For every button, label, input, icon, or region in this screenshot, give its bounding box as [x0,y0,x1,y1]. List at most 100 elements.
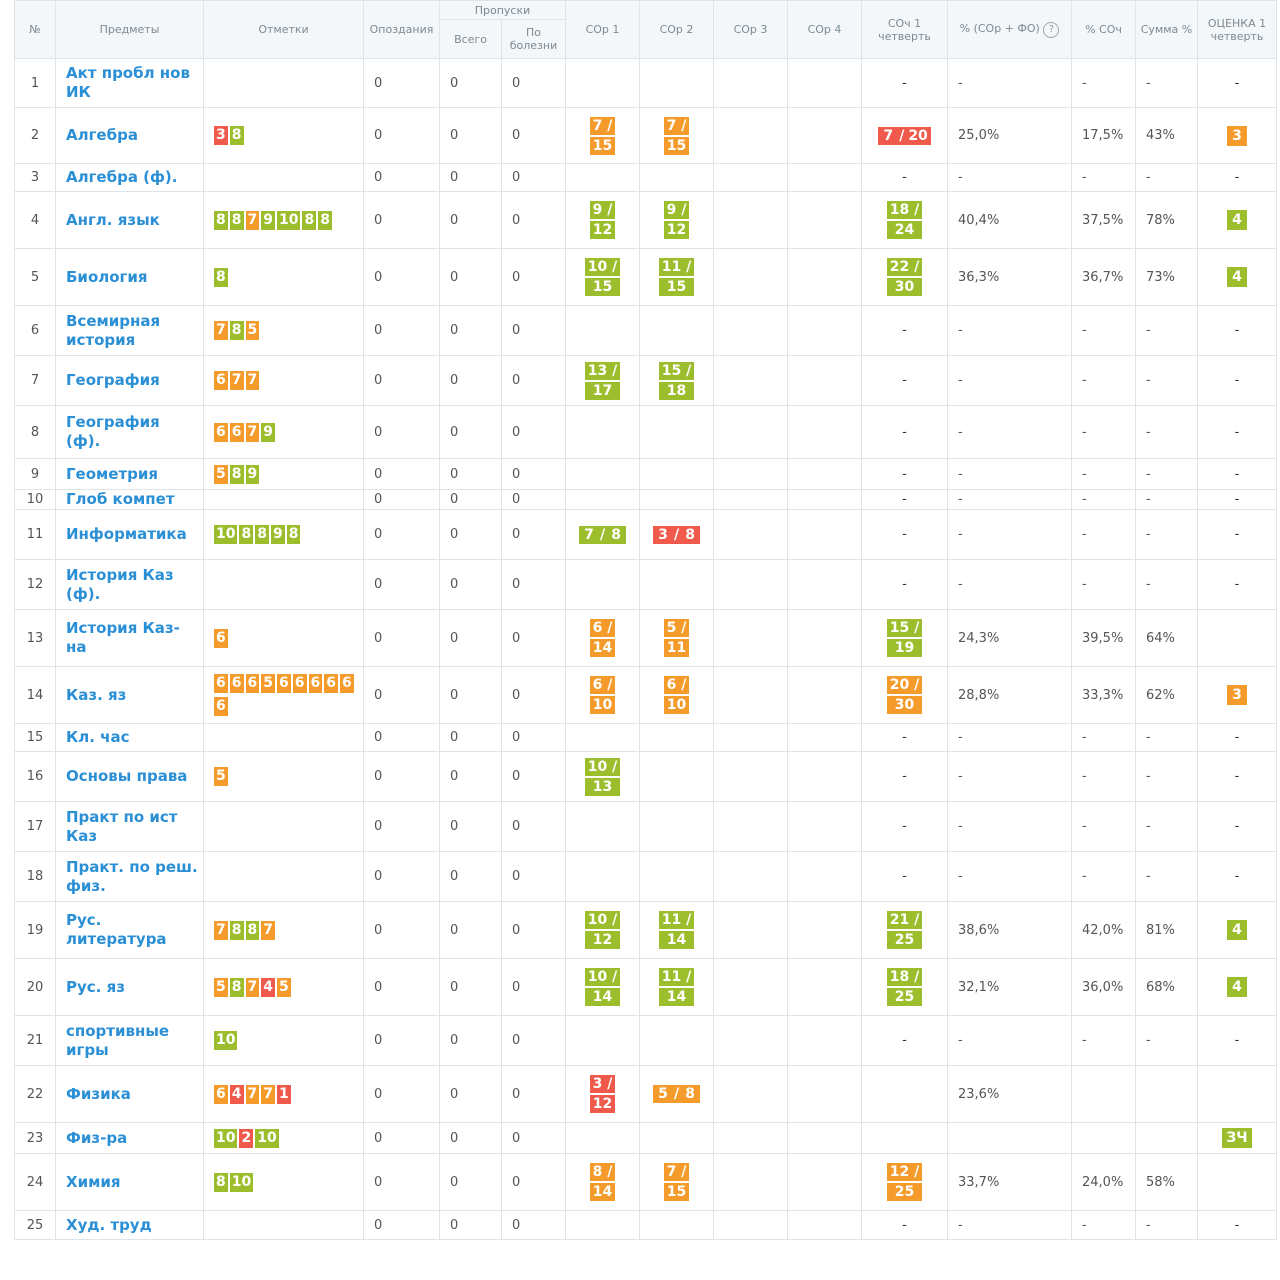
soch-cell-badge[interactable]: 18 / 24 [886,199,923,241]
mark-badge[interactable]: 5 [245,321,260,340]
mark-badge[interactable]: 7 [261,920,275,940]
subject-link[interactable]: Физ-ра [66,1128,128,1147]
mark-badge[interactable]: 6 [214,628,228,648]
mark-badge[interactable]: 7 [214,920,228,940]
sor1-cell-badge[interactable]: 13 /17 [584,360,621,402]
subject-link[interactable]: Всемирная история [66,311,161,349]
mark-badge[interactable]: 7 [229,371,244,390]
subject-link[interactable]: Практ. по реш. физ. [66,857,198,895]
mark-badge[interactable]: 10 [277,210,301,230]
sor1-cell-badge[interactable]: 7/8 [578,524,627,546]
sor1-cell-badge[interactable]: 8 /14 [589,1161,616,1203]
mark-badge[interactable]: 5 [277,977,291,997]
mark-badge[interactable]: 4 [261,977,275,997]
mark-badge[interactable]: 3 [214,126,228,145]
soch-cell-badge[interactable]: 12 / 25 [886,1161,923,1203]
sor2-cell-badge[interactable]: 7 /15 [663,1161,690,1203]
mark-badge[interactable]: 8 [239,525,254,544]
mark-badge[interactable]: 6 [214,1084,228,1104]
mark-badge[interactable]: 9 [261,422,275,442]
question-circle-icon[interactable]: ? [1043,21,1060,38]
mark-badge[interactable]: 5 [214,464,228,484]
subject-link[interactable]: Биология [66,267,148,286]
subject-link[interactable]: История Каз (ф). [66,565,174,603]
sor1-cell-badge[interactable]: 10 / 15 [584,256,621,298]
sor2-cell-badge[interactable]: 11 / 15 [658,256,695,298]
mark-badge[interactable]: 8 [214,210,228,230]
sor2-cell-badge[interactable]: 11 / 14 [658,966,695,1008]
subject-link[interactable]: География [66,371,160,389]
subject-link[interactable]: Алгебра (ф). [66,168,178,186]
soch-cell-badge[interactable]: 7/20 [878,125,931,147]
mark-badge[interactable]: 7 [245,977,260,997]
mark-badge[interactable]: 10 [214,1128,238,1148]
mark-badge[interactable]: 6 [214,697,228,716]
grade-badge[interactable]: 4 [1227,977,1247,997]
mark-badge[interactable]: 9 [261,210,275,230]
mark-badge[interactable]: 8 [229,977,244,997]
subject-link[interactable]: Англ. язык [66,210,160,229]
mark-badge[interactable]: 4 [229,1084,244,1104]
sor1-cell-badge[interactable]: 10 /13 [584,756,621,798]
mark-badge[interactable]: 10 [255,1128,279,1148]
mark-badge[interactable]: 10 [214,1031,238,1050]
mark-badge[interactable]: 6 [214,371,228,390]
soch-cell-badge[interactable]: 21 / 25 [886,909,923,951]
mark-badge[interactable]: 5 [214,977,228,997]
mark-badge[interactable]: 6 [340,674,354,693]
soch-cell-badge[interactable]: 22 / 30 [886,256,923,298]
mark-badge[interactable]: 8 [318,210,332,230]
soch-cell-badge[interactable]: 15 / 19 [886,617,923,659]
subject-link[interactable]: География (ф). [66,413,160,450]
mark-badge[interactable]: 7 [245,422,260,442]
mark-badge[interactable]: 7 [214,321,228,340]
sor2-cell-badge[interactable]: 3/8 [652,524,701,546]
mark-badge[interactable]: 7 [245,371,260,390]
subject-link[interactable]: История Каз-на [66,619,180,656]
sor2-cell-badge[interactable]: 9 /12 [663,199,690,241]
subject-link[interactable]: Рус. яз [66,977,125,996]
mark-badge[interactable]: 7 [245,1084,260,1104]
sor1-cell-badge[interactable]: 10 / 12 [584,909,621,951]
mark-badge[interactable]: 8 [229,126,244,145]
sor2-cell-badge[interactable]: 5 /11 [663,617,690,659]
subject-link[interactable]: спортивные игры [66,1021,170,1059]
mark-badge[interactable]: 5 [261,674,275,693]
sor1-cell-badge[interactable]: 6 /14 [589,617,616,659]
subject-link[interactable]: Основы права [66,767,188,785]
mark-badge[interactable]: 8 [229,920,244,940]
mark-badge[interactable]: 8 [229,321,244,340]
mark-badge[interactable]: 7 [245,210,260,230]
subject-link[interactable]: Каз. яз [66,685,127,704]
grade-badge[interactable]: 4 [1227,210,1247,230]
subject-link[interactable]: Рус. литература [66,911,167,948]
mark-badge[interactable]: 10 [214,525,238,544]
sor2-cell-badge[interactable]: 15 /18 [658,360,695,402]
subject-link[interactable]: Практ по ист Каз [66,807,178,845]
mark-badge[interactable]: 6 [308,674,323,693]
mark-badge[interactable]: 6 [324,674,338,693]
subject-link[interactable]: Акт пробл нов ИК [66,64,190,101]
sor1-cell-badge[interactable]: 9 /12 [589,199,616,241]
mark-badge[interactable]: 6 [229,422,244,442]
mark-badge[interactable]: 6 [214,674,228,693]
grade-badge[interactable]: ЗЧ [1222,1128,1252,1148]
subject-link[interactable]: Худ. труд [66,1215,152,1234]
mark-badge[interactable]: 6 [277,674,291,693]
mark-badge[interactable]: 7 [261,1084,275,1104]
sor1-cell-badge[interactable]: 10 / 14 [584,966,621,1008]
sor1-cell-badge[interactable]: 3 /12 [589,1073,616,1115]
mark-badge[interactable]: 6 [292,674,307,693]
mark-badge[interactable]: 6 [229,674,244,693]
mark-badge[interactable]: 9 [270,525,285,544]
subject-link[interactable]: Физика [66,1084,131,1103]
subject-link[interactable]: Химия [66,1172,121,1191]
mark-badge[interactable]: 8 [229,210,244,230]
mark-badge[interactable]: 8 [229,464,244,484]
mark-badge[interactable]: 10 [229,1172,254,1192]
grade-badge[interactable]: 4 [1227,920,1247,940]
mark-badge[interactable]: 8 [255,525,269,544]
mark-badge[interactable]: 5 [214,767,228,786]
subject-link[interactable]: Кл. час [66,728,130,746]
sor2-cell-badge[interactable]: 11 / 14 [658,909,695,951]
